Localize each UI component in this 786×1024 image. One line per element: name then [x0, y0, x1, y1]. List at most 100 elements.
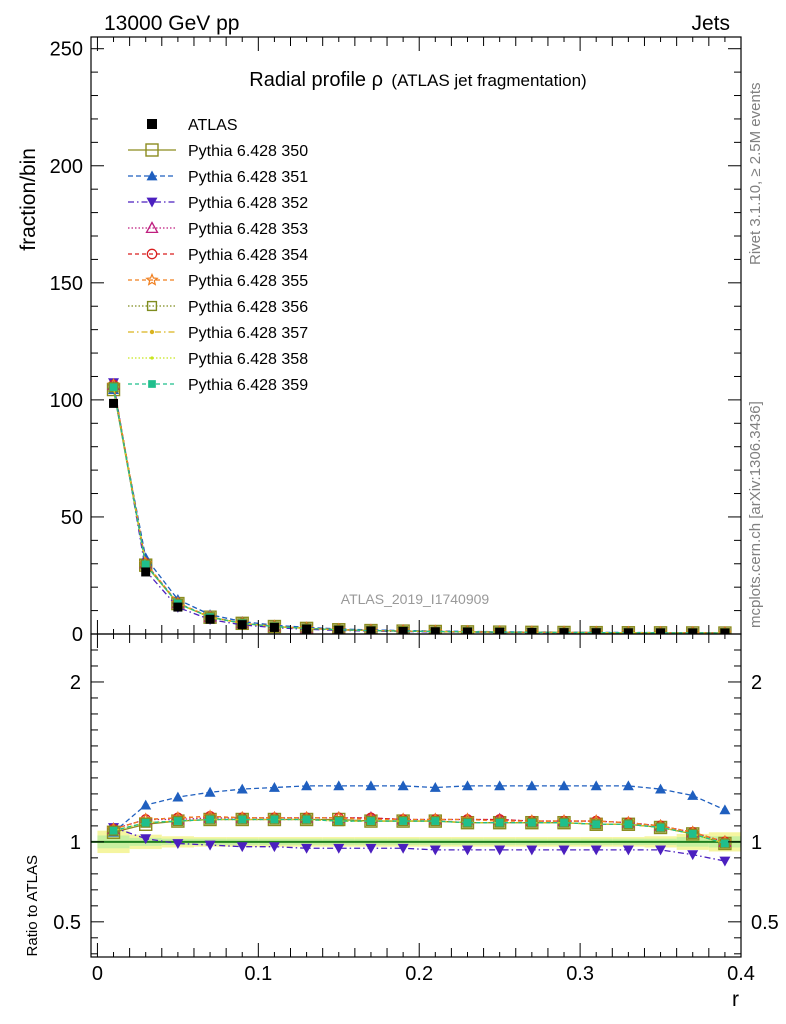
- legend-label-5: Pythia 6.428 355: [188, 273, 308, 290]
- legend-entry-1: Pythia 6.428 351: [128, 169, 308, 186]
- legend-entry-3: Pythia 6.428 353: [128, 221, 308, 238]
- chart-title-main: Radial profile ρ: [249, 69, 383, 91]
- legend-entry-7: Pythia 6.428 357: [128, 325, 308, 342]
- legend-marker-6: [146, 300, 158, 312]
- ratio-2-point: [365, 843, 377, 854]
- ratio-9-point: [109, 826, 118, 835]
- ratio-line-7: [113, 818, 726, 845]
- mcplots-label: mcplots.cern.ch [arXiv:1306.3436]: [747, 401, 764, 628]
- data-point: [237, 620, 247, 630]
- ratio-1-point: [590, 780, 602, 791]
- ratio-1-point: [140, 799, 152, 810]
- ratio-line-1: [113, 785, 726, 833]
- legend-label-4: Pythia 6.428 354: [188, 247, 308, 264]
- series-line-9: [112, 387, 725, 634]
- ratio-line-5: [113, 815, 726, 843]
- legend-marker-7: [149, 329, 155, 335]
- ratio-9-point: [238, 815, 247, 824]
- y-tick-label-top: 200: [50, 156, 83, 178]
- y-tick-label-top: 250: [50, 39, 83, 61]
- ratio-2-point: [236, 842, 248, 853]
- ratio-1-point: [333, 780, 345, 791]
- legend-marker-2: [146, 197, 158, 208]
- ratio-2-point: [429, 845, 441, 856]
- data-point: [205, 614, 215, 624]
- ratio-9-point: [206, 815, 214, 824]
- ratio-2-point: [268, 842, 280, 853]
- ratio-9-point: [721, 839, 729, 848]
- header-left-label: 13000 GeV pp: [104, 12, 239, 35]
- bottom-frame: [90, 633, 742, 958]
- legend-label-data: ATLAS: [188, 117, 238, 134]
- legend-entry-0: Pythia 6.428 350: [128, 143, 308, 160]
- ratio-9-point: [334, 817, 343, 825]
- ratio-2-point: [655, 845, 667, 856]
- legend: ATLAS Pythia 6.428 350 Pythia 6.428 351 Pyt…: [128, 117, 308, 394]
- data-point: [109, 398, 119, 408]
- ratio-2-point: [172, 839, 184, 849]
- legend-marker-3: [145, 221, 159, 234]
- legend-marker-8: [150, 356, 154, 360]
- ratio-line-2: [113, 826, 726, 862]
- ratio-9-point: [527, 818, 536, 827]
- ratio-9-point: [495, 818, 504, 827]
- chart-title: Radial profile ρ (ATLAS jet fragmentatio…: [249, 69, 586, 91]
- legend-label-3: Pythia 6.428 353: [188, 221, 308, 238]
- legend-label-1: Pythia 6.428 351: [188, 169, 308, 186]
- ratio-9-point: [367, 817, 375, 825]
- ratio-9-point: [624, 820, 633, 829]
- legend-entry-9: Pythia 6.428 359: [128, 377, 308, 394]
- ratio-1-point: [365, 780, 377, 791]
- ratio-1-point: [172, 791, 184, 802]
- ratio-6-point: [719, 838, 731, 849]
- x-tick-label: 0.2: [405, 963, 433, 985]
- ratio-plot-area: 0.5 0.5 1 1 2 2 0 0.1 0.2 0.3 0.4: [53, 633, 779, 985]
- data-point: [141, 567, 151, 577]
- legend-marker-1: [146, 170, 158, 181]
- x-axis-label: r: [732, 988, 739, 1011]
- y-tick-label-bottom-right: 2: [751, 672, 762, 694]
- x-tick-label: 0.1: [244, 963, 272, 985]
- legend-marker-5: [145, 272, 159, 286]
- y-tick-label-bottom: 0.5: [53, 912, 81, 934]
- legend-label-7: Pythia 6.428 357: [188, 325, 308, 342]
- series-9-point: [141, 560, 150, 569]
- data-point: [173, 602, 183, 612]
- y-tick-label-bottom: 1: [70, 832, 81, 854]
- y-tick-label-bottom-right: 1: [751, 832, 762, 854]
- ratio-2-point: [494, 845, 506, 856]
- ratio-2-point: [461, 845, 473, 856]
- legend-entry-4: Pythia 6.428 354: [128, 247, 308, 264]
- ratio-9-point: [688, 830, 697, 838]
- ratio-1-point: [397, 780, 409, 791]
- x-tick-label: 0: [92, 963, 103, 985]
- legend-label-6: Pythia 6.428 356: [188, 299, 308, 316]
- ratio-2-point: [558, 845, 570, 856]
- legend-marker-9: [148, 380, 156, 388]
- ratio-1-point: [236, 783, 248, 794]
- ratio-2-point: [397, 843, 409, 854]
- ratio-2-point: [140, 834, 152, 845]
- ratio-9-point: [560, 818, 568, 827]
- ratio-1-point: [494, 780, 506, 791]
- y-tick-label-top: 50: [61, 507, 83, 529]
- y-tick-label-bottom-right: 0.5: [751, 912, 779, 934]
- legend-marker-data: [147, 119, 157, 129]
- legend-label-8: Pythia 6.428 358: [188, 351, 308, 368]
- legend-entry-5: Pythia 6.428 355: [128, 272, 308, 290]
- ratio-2-point: [590, 845, 602, 856]
- ratio-9-point: [302, 815, 311, 824]
- ratio-1-point: [461, 780, 473, 791]
- ratio-1-point: [268, 782, 280, 792]
- data-point: [269, 622, 279, 632]
- x-tick-label: 0.3: [566, 963, 594, 985]
- ratio-9-point: [399, 817, 407, 825]
- ratio-2-point: [333, 843, 345, 854]
- ratio-9-point: [463, 818, 472, 827]
- ratio-2-point: [301, 843, 313, 854]
- ratio-2-point: [719, 856, 731, 867]
- ratio-1-point: [301, 780, 313, 791]
- ratio-6-point: [687, 828, 698, 839]
- ratio-1-point: [655, 783, 667, 794]
